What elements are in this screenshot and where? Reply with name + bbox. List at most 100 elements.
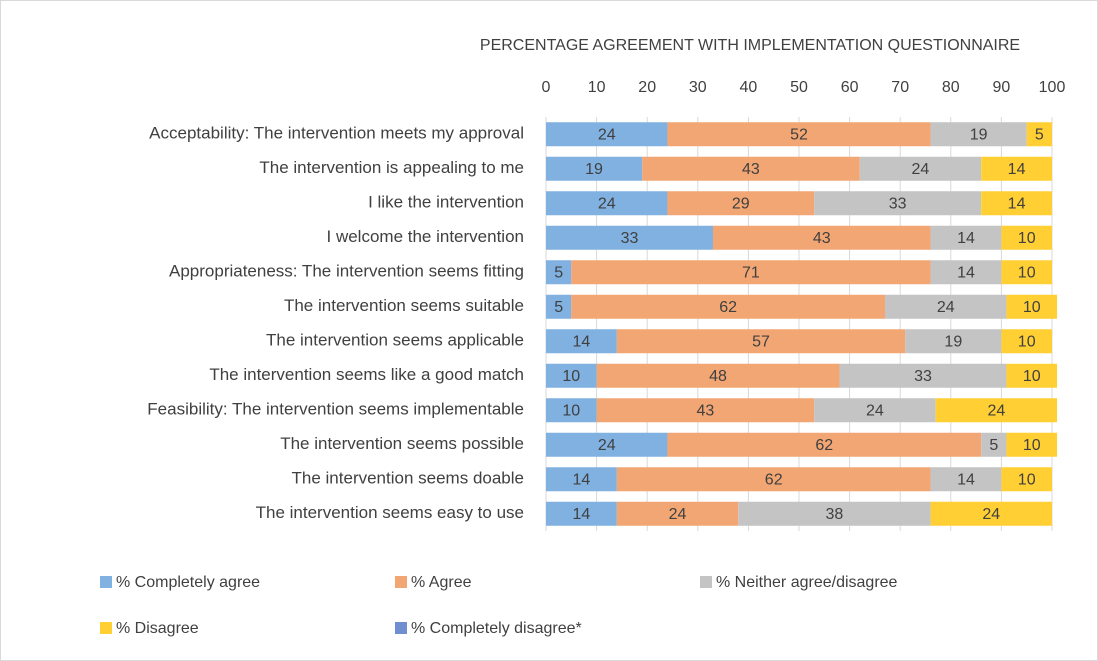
data-label: 5 xyxy=(554,264,563,281)
x-tick-label: 20 xyxy=(638,79,656,96)
legend-label: % Completely agree xyxy=(116,574,260,591)
bar-segment xyxy=(905,329,1002,354)
data-label: 14 xyxy=(573,471,591,488)
data-label: 57 xyxy=(752,333,770,350)
bar-segment xyxy=(546,191,668,216)
bar-segment xyxy=(1006,294,1058,319)
x-tick-label: 30 xyxy=(689,79,707,96)
bar-segment xyxy=(930,260,1002,285)
data-label: 10 xyxy=(562,402,580,419)
data-label: 71 xyxy=(742,264,760,281)
bar-segment xyxy=(738,501,931,526)
data-label: 38 xyxy=(826,506,844,523)
bar-segment xyxy=(1026,122,1052,147)
category-label: I welcome the intervention xyxy=(327,227,525,246)
data-label: 62 xyxy=(815,437,833,454)
category-label: I like the intervention xyxy=(368,193,524,212)
data-label: 5 xyxy=(554,299,563,316)
x-tick-label: 40 xyxy=(740,79,758,96)
data-label: 24 xyxy=(598,195,616,212)
data-label: 43 xyxy=(742,161,760,178)
bar-segment xyxy=(546,329,617,354)
bar-segment xyxy=(1001,329,1052,354)
chart-title: PERCENTAGE AGREEMENT WITH IMPLEMENTATION… xyxy=(480,37,1020,54)
data-label: 24 xyxy=(982,506,1000,523)
category-label: The intervention seems doable xyxy=(292,469,524,488)
bar-segment xyxy=(1001,260,1052,285)
x-tick-label: 10 xyxy=(588,79,606,96)
data-label: 43 xyxy=(813,230,831,247)
data-label: 33 xyxy=(914,368,932,385)
data-label: 62 xyxy=(719,299,737,316)
data-label: 10 xyxy=(1023,368,1041,385)
bar-segment xyxy=(935,398,1058,423)
bar-segment xyxy=(616,501,739,526)
data-label: 24 xyxy=(912,161,930,178)
data-label: 5 xyxy=(1035,126,1044,143)
legend-swatch xyxy=(395,622,407,634)
bar-segment xyxy=(546,294,572,319)
data-label: 14 xyxy=(1008,195,1026,212)
bar-segment xyxy=(571,260,931,285)
bar-segment xyxy=(1001,225,1052,250)
x-tick-label: 100 xyxy=(1039,79,1066,96)
x-tick-label: 80 xyxy=(942,79,960,96)
bar-segment xyxy=(546,122,668,147)
data-label: 29 xyxy=(732,195,750,212)
category-label: The intervention seems applicable xyxy=(266,331,524,350)
data-label: 10 xyxy=(562,368,580,385)
category-label: The intervention seems like a good match xyxy=(209,365,524,384)
data-label: 14 xyxy=(573,506,591,523)
bar-segment xyxy=(616,467,931,492)
data-label: 10 xyxy=(1018,333,1036,350)
data-label: 48 xyxy=(709,368,727,385)
bar-segment xyxy=(667,432,982,457)
data-label: 24 xyxy=(937,299,955,316)
bar-segment xyxy=(546,363,597,388)
data-label: 43 xyxy=(696,402,714,419)
data-label: 10 xyxy=(1023,299,1041,316)
bar-segment xyxy=(546,260,572,285)
bar-segment xyxy=(546,225,713,250)
data-label: 19 xyxy=(585,161,603,178)
bar-segment xyxy=(546,156,643,181)
legend-label: % Neither agree/disagree xyxy=(716,574,898,591)
x-tick-label: 70 xyxy=(891,79,909,96)
category-label: Acceptability: The intervention meets my… xyxy=(149,124,524,143)
bar-segment xyxy=(596,363,840,388)
data-label: 14 xyxy=(957,471,975,488)
bar-segment xyxy=(930,501,1052,526)
bar-segment xyxy=(667,191,815,216)
category-label: The intervention seems easy to use xyxy=(256,503,524,522)
x-tick-label: 90 xyxy=(993,79,1011,96)
bar-segment xyxy=(642,156,860,181)
data-label: 10 xyxy=(1023,437,1041,454)
category-label: The intervention seems possible xyxy=(280,434,524,453)
legend-label: % Completely disagree* xyxy=(411,620,582,637)
bar-segment xyxy=(712,225,931,250)
category-label: The intervention is appealing to me xyxy=(259,158,524,177)
x-tick-label: 0 xyxy=(542,79,551,96)
bar-segment xyxy=(930,225,1002,250)
legend-label: % Agree xyxy=(411,574,472,591)
data-label: 24 xyxy=(669,506,687,523)
data-label: 10 xyxy=(1018,471,1036,488)
data-label: 24 xyxy=(866,402,884,419)
category-label: Appropriateness: The intervention seems … xyxy=(169,262,524,281)
legend-label: % Disagree xyxy=(116,620,199,637)
data-label: 24 xyxy=(987,402,1005,419)
data-label: 14 xyxy=(1008,161,1026,178)
bar-segment xyxy=(1006,432,1058,457)
data-label: 10 xyxy=(1018,264,1036,281)
legend-swatch xyxy=(700,576,712,588)
data-label: 19 xyxy=(944,333,962,350)
bar-segment xyxy=(859,156,982,181)
bar-segment xyxy=(596,398,815,423)
bar-segment xyxy=(981,432,1007,457)
bar-segment xyxy=(546,432,668,457)
bar-segment xyxy=(930,467,1002,492)
bar-segment xyxy=(839,363,1007,388)
data-label: 62 xyxy=(765,471,783,488)
data-label: 33 xyxy=(621,230,639,247)
